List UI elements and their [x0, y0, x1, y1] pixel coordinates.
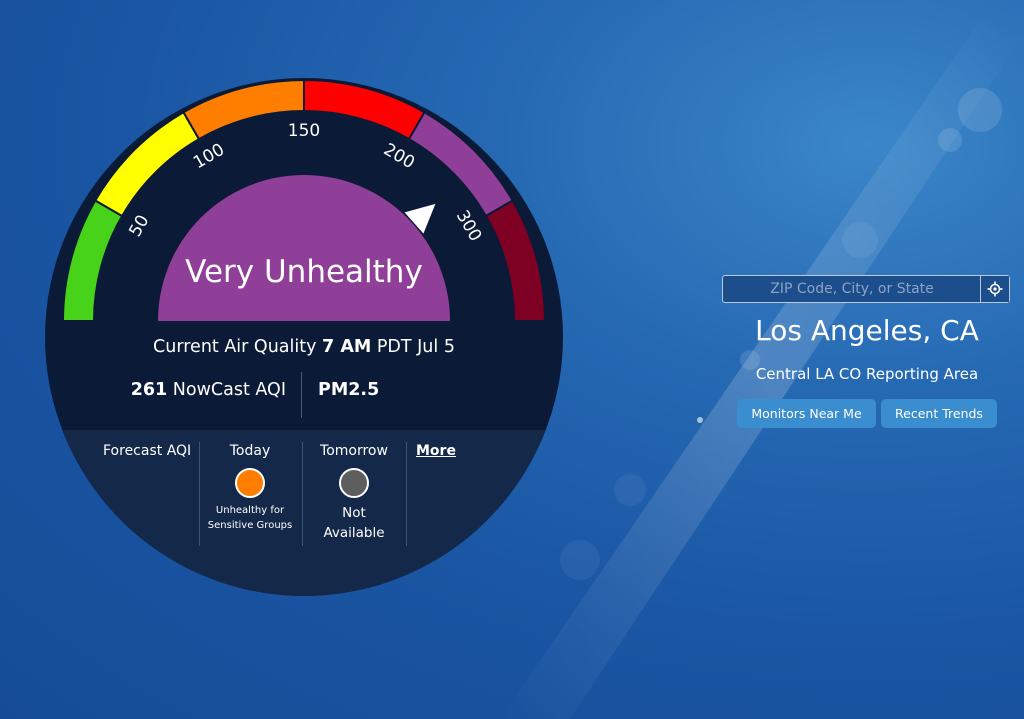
forecast-tomorrow-desc-1: Not [342, 505, 366, 521]
forecast-tomorrow-heading: Tomorrow [320, 443, 388, 459]
aqi-value: 261 [130, 380, 168, 400]
city-name: Los Angeles, CA [755, 314, 979, 347]
recent-trends-button[interactable]: Recent Trends [881, 399, 997, 428]
aqi-label: NowCast AQI [172, 380, 286, 400]
current-time: 7 AM [322, 337, 372, 357]
forecast-today-desc-2: Sensitive Groups [207, 520, 293, 531]
nowcast-aqi: 261 NowCast AQI [131, 380, 286, 400]
forecast-tomorrow-desc-2: Available [323, 525, 385, 541]
current-suffix: PDT Jul 5 [376, 337, 455, 357]
monitors-near-me-button[interactable]: Monitors Near Me [737, 399, 876, 428]
forecast-today-dot [235, 468, 265, 498]
forecast-tomorrow-dot [339, 468, 369, 498]
category-dome [158, 175, 450, 321]
reading-divider [301, 372, 302, 418]
current-air-quality-line: Current Air Quality 7 AM PDT Jul 5 [45, 337, 563, 357]
locate-button[interactable] [980, 276, 1009, 302]
aqi-needle [404, 203, 436, 234]
forecast-divider [406, 442, 407, 546]
forecast-tomorrow: Tomorrow Not Available [309, 443, 399, 543]
reporting-area: Central LA CO Reporting Area [755, 365, 979, 383]
gauge-segment-hazardous [484, 199, 547, 322]
forecast-today-desc-1: Unhealthy for [215, 505, 285, 516]
pollutant-label: PM2.5 [318, 380, 380, 400]
forecast-band [62, 430, 546, 596]
current-prefix: Current Air Quality [153, 337, 317, 357]
forecast-panel: Forecast AQI Today Unhealthy for Sensiti… [45, 430, 563, 560]
forecast-more-link[interactable]: More [416, 443, 456, 459]
forecast-today: Today Unhealthy for Sensitive Groups [205, 443, 295, 533]
search-input[interactable] [723, 276, 981, 302]
forecast-today-heading: Today [229, 443, 271, 459]
forecast-divider [199, 442, 200, 546]
location-search [722, 275, 1010, 303]
reading-row: 261 NowCast AQI PM2.5 [45, 372, 563, 418]
gauge-tick-label: 150 [288, 121, 320, 141]
aqi-dial: 50 100 150 200 300 Very Unhealthy Current Ai… [45, 78, 563, 596]
aqi-category-label: Very Unhealthy [185, 254, 423, 290]
forecast-divider [302, 442, 303, 546]
crosshair-icon [987, 281, 1003, 297]
forecast-label: Forecast AQI [103, 443, 192, 459]
